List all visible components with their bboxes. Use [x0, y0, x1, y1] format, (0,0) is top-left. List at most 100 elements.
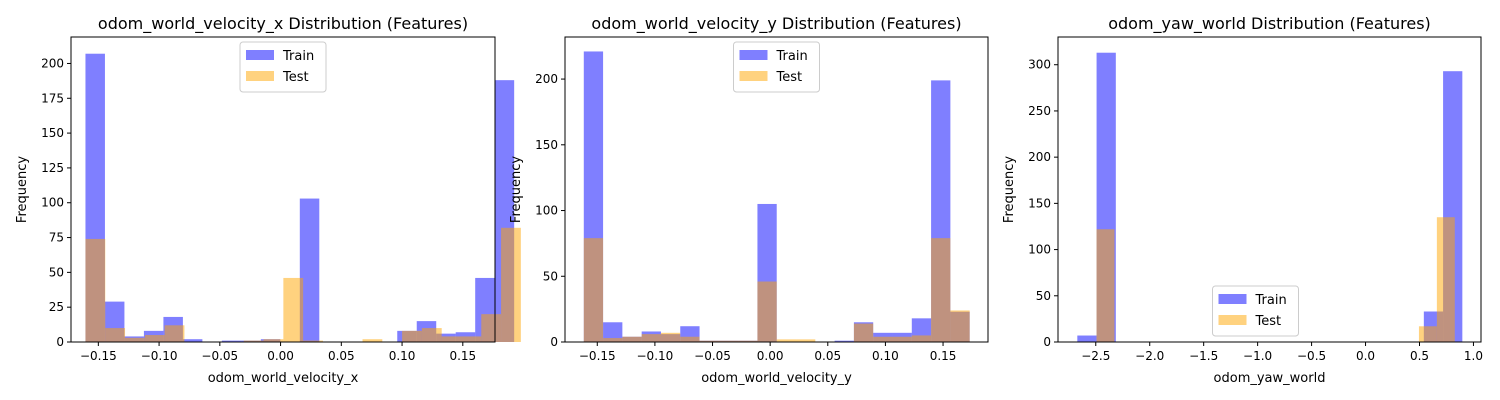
- x-tick-label: 0.0: [1356, 349, 1375, 363]
- legend-swatch: [1218, 315, 1247, 325]
- histogram-bar: [1077, 335, 1097, 342]
- histogram-bar: [221, 340, 242, 342]
- x-tick-label: 0.10: [872, 349, 899, 363]
- y-tick-label: 100: [41, 196, 64, 210]
- series-test: [85, 227, 521, 342]
- x-tick-label: 0.00: [267, 349, 294, 363]
- histogram-bar: [362, 339, 383, 342]
- x-tick-label: −0.10: [637, 349, 674, 363]
- histogram-bar: [283, 277, 304, 342]
- y-tick-label: 200: [535, 72, 558, 86]
- axes-frame: [1057, 36, 1482, 343]
- legend: Train Test: [1212, 285, 1299, 337]
- histogram-bar: [144, 335, 165, 342]
- y-tick-label: 300: [1028, 58, 1051, 72]
- x-tick-label: −1.5: [1189, 349, 1218, 363]
- y-tick-label: 25: [49, 300, 64, 314]
- subplot-1: −0.15 −0.10 −0.05 0.00 0.05 0.10 0.15 0 25 50 75 10…: [15, 14, 521, 386]
- x-axis-label: odom_yaw_world: [1214, 371, 1326, 386]
- y-axis-label: Frequency: [509, 156, 524, 223]
- histogram-bar: [641, 334, 661, 342]
- legend-label: Train: [776, 49, 808, 64]
- x-tick-label: −0.5: [1297, 349, 1326, 363]
- histogram-bar: [105, 328, 126, 342]
- legend-label: Test: [282, 70, 309, 85]
- y-tick-label: 200: [41, 56, 64, 70]
- histogram-bar: [931, 238, 951, 342]
- legend-label: Train: [1255, 293, 1287, 308]
- histogram-bar: [299, 198, 320, 342]
- x-tick-label: 0.05: [814, 349, 841, 363]
- y-tick-label: 150: [535, 138, 558, 152]
- legend-label: Test: [1255, 314, 1282, 329]
- histogram-bar: [699, 340, 719, 342]
- histogram-bar: [680, 336, 700, 342]
- histogram-bar: [461, 336, 482, 342]
- legend-swatch: [246, 50, 274, 60]
- histogram-bar: [1096, 229, 1115, 342]
- histogram-bar: [1418, 326, 1437, 342]
- x-tick-label: −2.0: [1135, 349, 1164, 363]
- x-axis-label: odom_world_velocity_x: [208, 371, 359, 386]
- x-tick-label: 0.5: [1410, 349, 1429, 363]
- histogram-bar: [303, 340, 323, 342]
- y-tick-label: 0: [550, 335, 558, 349]
- histogram-bar: [776, 339, 797, 342]
- histogram-bar: [892, 336, 912, 342]
- legend-swatch: [739, 71, 768, 81]
- x-tick-label: −0.05: [694, 349, 731, 363]
- histogram-bar: [603, 322, 623, 342]
- y-tick-label: 50: [543, 269, 558, 283]
- legend-label: Test: [776, 70, 803, 85]
- histogram-bar: [738, 340, 758, 342]
- histogram-bar: [583, 238, 604, 342]
- x-tick-label: 0.10: [389, 349, 416, 363]
- histogram-bar: [164, 325, 185, 342]
- y-tick-label: 150: [1028, 196, 1051, 210]
- histogram-bar: [796, 339, 816, 342]
- histogram-bar: [622, 336, 642, 342]
- y-tick-label: 50: [49, 265, 64, 279]
- y-tick-label: 250: [1028, 104, 1051, 118]
- y-tick-label: 125: [41, 161, 64, 175]
- legend: Train Test: [733, 41, 820, 93]
- y-tick-label: 50: [1036, 289, 1051, 303]
- x-tick-label: 0.00: [757, 349, 784, 363]
- histogram-bar: [182, 339, 203, 342]
- x-tick-label: 1.0: [1464, 349, 1483, 363]
- x-tick-label: −0.15: [80, 349, 117, 363]
- histogram-bar: [834, 340, 854, 342]
- histogram-bar: [911, 335, 932, 342]
- histogram-bar: [421, 328, 442, 342]
- histogram-bar: [125, 337, 145, 342]
- y-tick-label: 175: [41, 91, 64, 105]
- series-test: [583, 238, 970, 342]
- legend: Train Test: [239, 41, 327, 93]
- histogram-bar: [243, 340, 264, 342]
- y-tick-label: 0: [1043, 335, 1051, 349]
- histogram-bar: [501, 227, 521, 342]
- histogram-bar: [263, 339, 284, 342]
- y-tick-label: 75: [49, 231, 64, 245]
- histogram-bar: [481, 314, 502, 342]
- chart-title: odom_world_velocity_x Distribution (Feat…: [98, 14, 468, 34]
- subplot-2: −0.15 −0.10 −0.05 0.00 0.05 0.10 0.15 0 50 100 150…: [509, 14, 989, 386]
- x-tick-label: 0.15: [930, 349, 957, 363]
- y-tick-label: 150: [41, 126, 64, 140]
- histogram-bar: [1436, 217, 1455, 342]
- histogram-bar: [441, 336, 462, 342]
- series-test: [1096, 217, 1455, 342]
- y-tick-label: 0: [56, 335, 64, 349]
- y-axis-label: Frequency: [1002, 156, 1017, 223]
- y-tick-label: 200: [1028, 150, 1051, 164]
- histogram-bar: [603, 338, 623, 342]
- histogram-bar: [873, 336, 893, 342]
- x-tick-label: 0.05: [328, 349, 355, 363]
- legend-label: Train: [282, 49, 314, 64]
- x-tick-label: −1.0: [1243, 349, 1272, 363]
- chart-title: odom_world_velocity_y Distribution (Feat…: [591, 14, 961, 34]
- histogram-bar: [950, 310, 970, 342]
- axes-frame: [70, 36, 496, 343]
- x-tick-label: −0.05: [201, 349, 238, 363]
- histogram-bar: [718, 340, 739, 342]
